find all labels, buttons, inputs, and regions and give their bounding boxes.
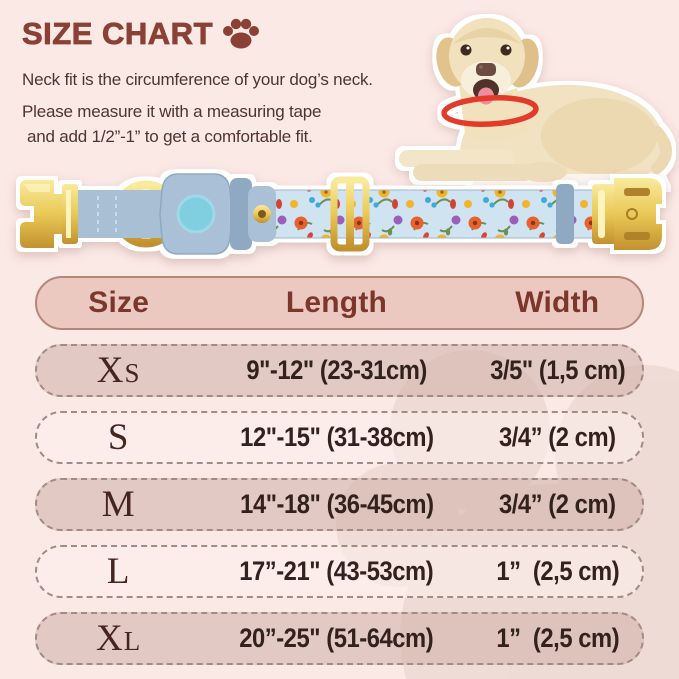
column-header-size: Size [88, 286, 150, 319]
keeper-band [230, 178, 252, 250]
size-cell: XL [96, 618, 142, 659]
header-block: SIZE CHART Neck fit is the circumference… [22, 16, 402, 149]
collar-image [0, 164, 679, 276]
description-line: Neck fit is the circumference of your do… [22, 70, 373, 89]
dog-photo [391, 0, 679, 192]
size-table: Size Length Width XS 9"-12" (23-31cm) 3/… [35, 276, 644, 665]
size-cell: S [107, 417, 130, 458]
width-cell: 1” (2,5 cm) [495, 556, 619, 586]
table-header-row: Size Length Width [35, 276, 644, 330]
table-row: S 12"-15" (31-38cm) 3/4” (2 cm) [35, 411, 644, 464]
column-header-width: Width [515, 286, 600, 319]
buckle-left-icon [20, 180, 78, 248]
length-cell: 20”-25" (51-64cm) [239, 623, 434, 653]
description: Neck fit is the circumference of your do… [22, 67, 402, 149]
length-cell: 17”-21" (43-53cm) [239, 556, 434, 586]
table-row: L 17”-21" (43-53cm) 1” (2,5 cm) [35, 545, 644, 598]
keeper-band [556, 184, 574, 244]
length-cell: 9"-12" (23-31cm) [246, 355, 427, 385]
width-cell: 3/5" (1,5 cm) [489, 355, 625, 385]
width-cell: 3/4” (2 cm) [498, 489, 616, 519]
width-cell: 1” (2,5 cm) [495, 623, 619, 653]
page-title: SIZE CHART [22, 16, 213, 52]
description-line: Please measure it with a measuring tape [22, 102, 322, 121]
red-neck-ring [441, 95, 539, 127]
size-cell: XS [96, 350, 141, 391]
size-cell: M [101, 484, 136, 525]
table-row: M 14"-18" (36-45cm) 3/4” (2 cm) [35, 478, 644, 531]
size-cell: L [106, 551, 131, 592]
table-row: XL 20”-25" (51-64cm) 1” (2,5 cm) [35, 612, 644, 665]
buckle-right-icon [592, 178, 662, 250]
slider-icon [330, 176, 370, 252]
dog-eye [500, 44, 512, 56]
dog-nose [476, 63, 496, 76]
length-cell: 12"-15" (31-38cm) [239, 422, 434, 452]
table-row: XS 9"-12" (23-31cm) 3/5" (1,5 cm) [35, 344, 644, 397]
dog-eye [460, 44, 472, 56]
column-header-length: Length [285, 286, 388, 319]
description-line: and add 1/2”-1” to get a comfortable fit… [27, 127, 313, 146]
width-cell: 3/4” (2 cm) [498, 422, 616, 452]
floral-strap [229, 189, 643, 239]
paw-icon [223, 18, 259, 49]
airtag-window [178, 196, 214, 232]
length-cell: 14"-18" (36-45cm) [239, 489, 434, 519]
